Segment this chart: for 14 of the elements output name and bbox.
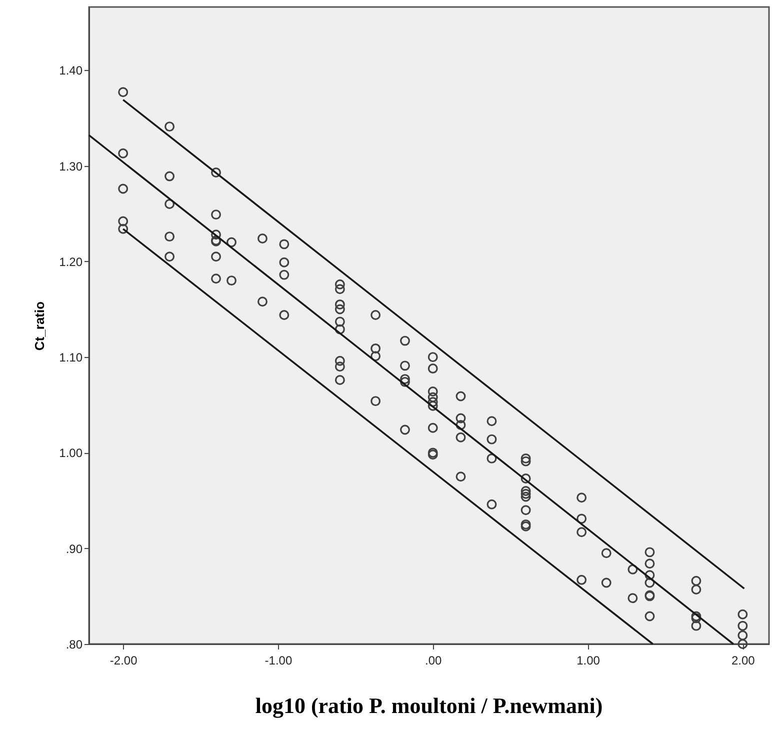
x-tick-label: -2.00 [110,654,138,668]
y-tick-label: .90 [66,542,83,556]
y-tick-label: 1.10 [59,350,83,365]
y-tick-label: 1.40 [59,64,83,78]
x-tick-label: -1.00 [264,654,292,668]
y-tick-label: 1.20 [59,254,83,269]
y-tick-label: 1.30 [59,159,83,174]
x-tick-label: .00 [425,654,442,668]
y-tick-label: .80 [66,638,83,652]
x-tick-label: 1.00 [576,654,600,668]
x-axis-title: log10 (ratio P. moultoni / P.newmani) [255,693,603,718]
x-tick-label: 2.00 [731,654,756,668]
y-axis-title: Ct_ratio [32,301,48,351]
y-tick-label: 1.00 [59,446,83,460]
